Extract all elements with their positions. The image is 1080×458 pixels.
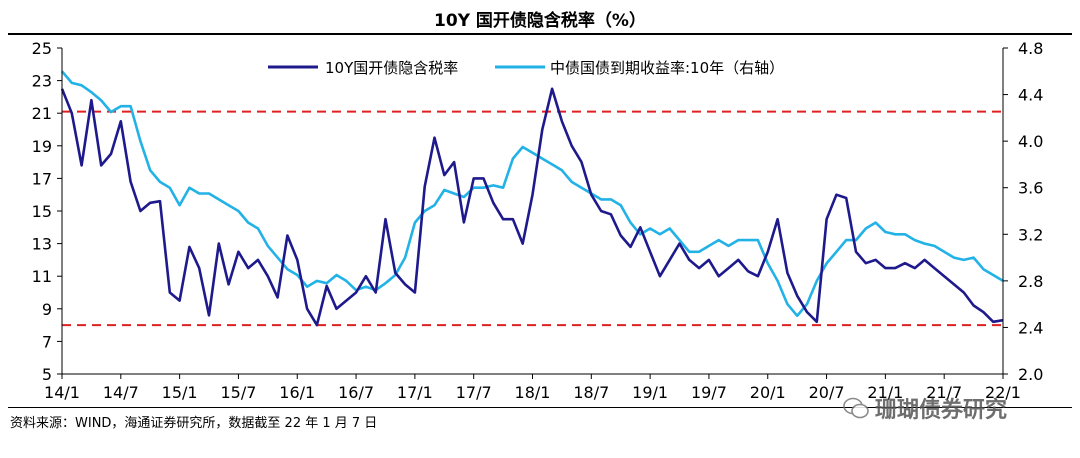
y-right-tick-label: 4.8	[1018, 39, 1043, 58]
x-tick-label: 20/7	[809, 383, 845, 402]
y-right-tick-label: 4.4	[1018, 86, 1043, 105]
y-left-tick-label: 9	[42, 300, 52, 319]
y-left-tick-label: 11	[32, 267, 52, 286]
watermark-text: 珊瑚债券研究	[875, 398, 1008, 423]
x-tick-label: 21/1	[867, 383, 903, 402]
x-tick-label: 21/7	[926, 383, 962, 402]
y-right-tick-label: 4.0	[1018, 132, 1043, 151]
series-line-1	[60, 87, 1004, 327]
legend: 10Y国开债隐含税率 中债国债到期收益率:10年（右轴）	[268, 59, 784, 77]
x-tick-label: 17/1	[397, 383, 433, 402]
x-tick-label: 15/7	[220, 383, 256, 402]
x-tick-label: 20/1	[750, 383, 786, 402]
x-tick-label: 17/7	[456, 383, 492, 402]
y-right-tick-label: 3.6	[1018, 179, 1043, 198]
x-tick-label: 14/1	[44, 383, 80, 402]
y-left-tick-label: 25	[32, 39, 52, 58]
y-left-tick-label: 13	[32, 235, 52, 254]
x-tick-label: 18/7	[573, 383, 609, 402]
x-tick-label: 14/7	[103, 383, 139, 402]
x-tick-label: 19/7	[691, 383, 727, 402]
y-right-tick-label: 3.2	[1018, 225, 1043, 244]
y-left-tick-label: 21	[32, 104, 52, 123]
footer-divider	[8, 407, 1072, 408]
title-divider	[8, 33, 1072, 35]
legend-label-series1: 10Y国开债隐含税率	[325, 59, 458, 77]
x-tick-label: 22/1	[985, 383, 1021, 402]
x-tick-label: 16/7	[338, 383, 374, 402]
source-note: 资料来源：WIND，海通证券研究所，数据截至 22 年 1 月 7 日	[10, 416, 378, 431]
x-tick-label: 19/1	[632, 383, 668, 402]
chart-title: 10Y 国开债隐含税率（%）	[434, 11, 646, 31]
x-tick-label: 15/1	[162, 383, 198, 402]
reference-lines	[62, 110, 1003, 327]
y-left-tick-label: 17	[32, 169, 52, 188]
wechat-icon	[843, 397, 869, 419]
y-right-tick-label: 2.0	[1018, 365, 1043, 384]
axes: 5 7 9 11 13 15 17 19 21 23 25 2.0 2.4 2.8 3.2 3.6 4.0 4.4…	[32, 39, 1044, 402]
x-tick-label: 16/1	[279, 383, 315, 402]
y-left-tick-label: 15	[32, 202, 52, 221]
series-line-2	[61, 70, 1004, 318]
y-left-tick-label: 19	[32, 137, 52, 156]
series-layer	[60, 70, 1004, 327]
watermark: 珊瑚债券研究	[843, 392, 1007, 424]
y-left-tick-label: 7	[42, 332, 52, 351]
y-left-tick-label: 5	[42, 365, 52, 384]
legend-label-series2: 中债国债到期收益率:10年（右轴）	[550, 59, 784, 77]
y-left-tick-label: 23	[32, 72, 52, 91]
y-right-tick-label: 2.4	[1018, 318, 1043, 337]
y-right-tick-label: 2.8	[1018, 272, 1043, 291]
x-tick-label: 18/1	[515, 383, 551, 402]
